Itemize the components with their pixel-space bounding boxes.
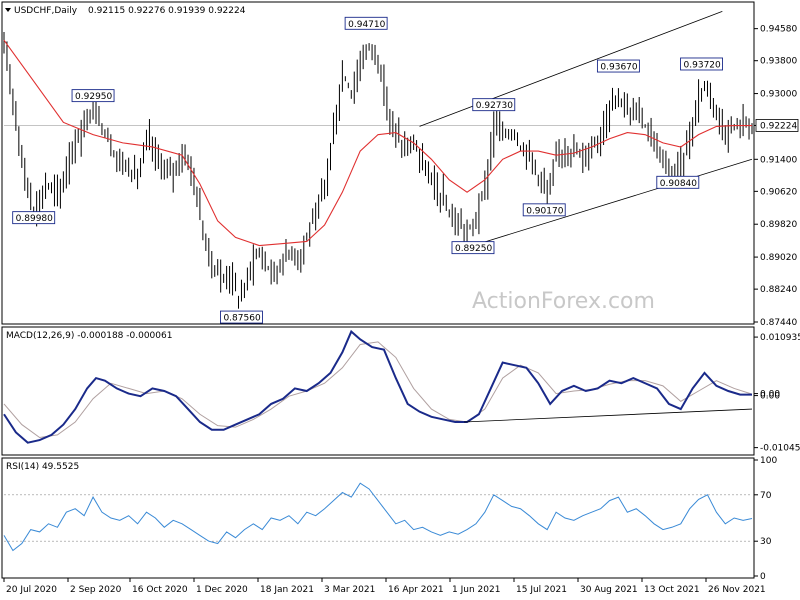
rsi-y-axis: 100 70 30 0 [4,456,777,582]
ma-line [3,39,752,247]
date-tick-label: 1 Dec 2020 [196,585,248,595]
annotation-box [522,203,566,217]
macd-tick-label: -0.010459 [760,444,800,454]
rsi-tick-label: 0 [760,572,766,582]
price-tick-label: 0.93800 [760,57,797,67]
current-price-box [755,119,799,132]
date-axis: 20 Jul 2020 2 Sep 2020 16 Oct 2020 1 Dec 20… [3,578,766,595]
macd-tick-label: 0.010935 [760,333,800,343]
annotation-label: 0.90840 [660,179,697,189]
annotation-label: 0.94710 [348,20,385,30]
rsi-tick-label: 30 [760,537,772,547]
macd-line [3,329,752,444]
rsi-line [3,482,753,552]
date-tick-label: 13 Oct 2021 [644,585,700,595]
date-tick-label: 15 Jul 2021 [516,585,567,595]
date-tick-label: 18 Jan 2021 [260,585,314,595]
price-tick-label: 0.87440 [760,318,797,328]
rsi-tick-label: 100 [760,456,777,466]
annotation-label: 0.92730 [476,101,513,111]
price-y-axis: 0.94580 0.93800 0.93000 0.92224 0.91400 0.906… [4,25,799,328]
dropdown-triangle-icon[interactable] [5,8,11,12]
annotation-label: 0.89980 [16,214,53,224]
price-tick-label: 0.91400 [760,155,797,165]
macd-tick-label: 0.00 [760,390,780,400]
date-tick-label: 16 Oct 2020 [132,585,188,595]
price-pane-title: USDCHF,Daily 0.92115 0.92276 0.91939 0.9… [5,6,246,16]
price-tick-label: 0.93000 [760,90,797,100]
rsi-lines [3,482,753,552]
annotation-box [12,211,56,225]
rsi-pane-frame [1,457,755,579]
channel-lower-line [472,158,753,246]
date-tick-label: 3 Mar 2021 [324,585,375,595]
price-tick-label: 0.94580 [760,25,797,35]
price-tick-label: 0.90620 [760,187,797,197]
ohlc-values: 0.92115 0.92276 0.91939 0.92224 [88,6,246,16]
annotation-box [596,59,640,73]
price-candles [3,32,753,309]
annotation-box [71,89,115,103]
moving-average [3,39,752,247]
price-tick-label: 0.88240 [760,285,797,295]
rsi-title: RSI(14) 49.5525 [6,462,79,472]
price-pane-frame [1,1,755,325]
price-tick-label: 0.89820 [760,220,797,230]
macd-trend-line [464,408,753,423]
annotation-label: 0.92950 [75,92,112,102]
annotation-box [472,98,516,112]
annotation-label: 0.87560 [223,314,260,324]
date-tick-label: 1 Jun 2021 [452,585,500,595]
annotation-box [451,241,495,255]
macd-title: MACD(12,26,9) -0.000188 -0.000061 [6,331,172,341]
annotation-label: 0.90170 [526,206,563,216]
annotation-label: 0.93670 [600,63,637,73]
price-channel [419,11,753,246]
macd-tick-label: 0.00 [760,392,780,402]
annotation-box [220,310,263,324]
price-annotations: 0.92950 0.89980 0.87560 0.94710 0.89250 0.927… [12,16,723,324]
annotation-box [656,175,700,189]
rsi-tick-label: 70 [760,491,772,501]
channel-upper-line [419,11,723,127]
annotation-box [344,16,388,30]
watermark: ActionForex.com [472,289,655,314]
annotation-label: 0.89250 [455,244,492,254]
price-tick-label: 0.92224 [760,121,797,131]
annotation-label: 0.93720 [684,60,721,70]
macd-pane-frame [1,326,755,456]
date-tick-label: 26 Nov 2021 [708,585,766,595]
date-tick-label: 20 Jul 2020 [6,585,57,595]
price-tick-label: 0.89020 [760,253,797,263]
annotation-box [680,57,723,71]
date-tick-label: 16 Apr 2021 [388,585,444,595]
symbol-label: USDCHF,Daily [14,6,78,16]
date-tick-label: 30 Aug 2021 [580,585,638,595]
date-tick-label: 2 Sep 2020 [70,585,122,595]
macd-lines [3,329,753,444]
